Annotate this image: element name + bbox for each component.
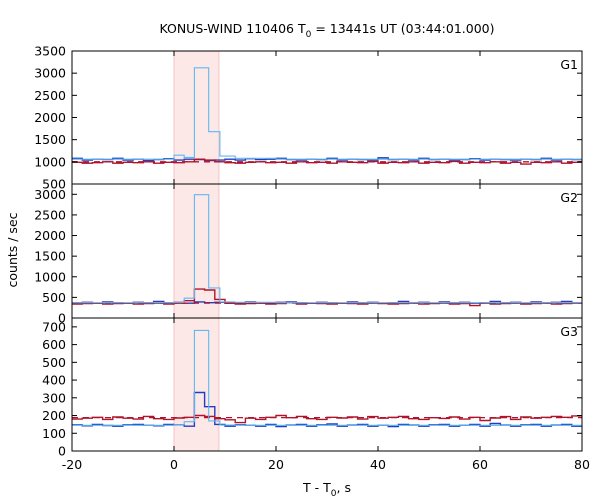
series-cyan-histogram bbox=[72, 67, 582, 160]
y-tick-label: 400 bbox=[42, 373, 66, 388]
y-axis-label: counts / sec bbox=[5, 212, 20, 287]
y-tick-label: 2500 bbox=[34, 207, 66, 222]
panel-g1: 500 1000 1500 2000 2500 3000 3500 G1 bbox=[34, 44, 583, 192]
panel-series bbox=[72, 329, 582, 428]
trigger-highlight-band bbox=[174, 51, 219, 184]
x-tick-label: 60 bbox=[472, 457, 488, 472]
panel-label-g3: G3 bbox=[560, 324, 578, 339]
panel-frame bbox=[71, 317, 583, 452]
panel-frame bbox=[71, 50, 583, 185]
panel-label-g2: G2 bbox=[560, 190, 578, 205]
y-tick-label: 500 bbox=[42, 290, 66, 305]
y-tick-label: 100 bbox=[42, 426, 66, 441]
x-tick-label: 20 bbox=[268, 457, 284, 472]
y-tick-label: 500 bbox=[42, 177, 66, 192]
y-tick-label: 2000 bbox=[34, 228, 66, 243]
y-tick-label: 0 bbox=[58, 444, 66, 459]
panel-label-g1: G1 bbox=[560, 57, 578, 72]
y-tick-label: 3000 bbox=[34, 66, 66, 81]
y-tick-label: 1000 bbox=[34, 154, 66, 169]
panel-g3: 0 100 200 300 400 500 600 700 G3 bbox=[42, 317, 583, 459]
x-axis-label-prefix: T - T bbox=[302, 480, 331, 495]
y-tick-label: 2000 bbox=[34, 110, 66, 125]
y-tick-label: 1000 bbox=[34, 269, 66, 284]
chart-title-suffix: = 13441s UT (03:44:01.000) bbox=[311, 21, 494, 36]
x-tick-label: 40 bbox=[370, 457, 386, 472]
chart-title-subscript: 0 bbox=[306, 30, 312, 40]
panel-series bbox=[72, 67, 582, 165]
y-tick-label: 200 bbox=[42, 408, 66, 423]
panel-g2: 0 500 1000 1500 2000 2500 3000 G2 bbox=[34, 183, 583, 326]
y-tick-label: 1500 bbox=[34, 132, 66, 147]
y-tick-label: 700 bbox=[42, 319, 66, 334]
plot-layer: 500100015002000250030003500G105001000150… bbox=[34, 44, 590, 473]
y-tick-label: 0 bbox=[58, 311, 66, 326]
y-tick-label: 600 bbox=[42, 337, 66, 352]
trigger-highlight-band bbox=[174, 184, 219, 318]
x-axis-label: T - T0, s bbox=[302, 480, 351, 499]
series-blue-histogram bbox=[72, 391, 582, 428]
y-tick-label: 1500 bbox=[34, 249, 66, 264]
x-tick-label: -20 bbox=[62, 457, 82, 472]
x-tick-label: 80 bbox=[574, 457, 590, 472]
chart-title-prefix: KONUS-WIND 110406 T bbox=[159, 21, 305, 36]
y-tick-label: 3500 bbox=[34, 44, 66, 59]
y-tick-label: 2500 bbox=[34, 88, 66, 103]
x-tick-label: 0 bbox=[170, 457, 178, 472]
series-cyan-histogram bbox=[72, 194, 582, 304]
series-cyan-histogram bbox=[72, 329, 582, 426]
x-axis-label-subscript: 0 bbox=[331, 489, 337, 499]
x-axis-label-suffix: , s bbox=[337, 480, 351, 495]
y-tick-label: 300 bbox=[42, 390, 66, 405]
panel-frame bbox=[71, 183, 583, 319]
y-tick-label: 3000 bbox=[34, 187, 66, 202]
chart-title: KONUS-WIND 110406 T0 = 13441s UT (03:44:… bbox=[159, 21, 494, 40]
trigger-highlight-band bbox=[174, 318, 219, 451]
series-red-histogram bbox=[72, 414, 582, 424]
panel-series bbox=[72, 194, 582, 307]
y-tick-label: 500 bbox=[42, 355, 66, 370]
